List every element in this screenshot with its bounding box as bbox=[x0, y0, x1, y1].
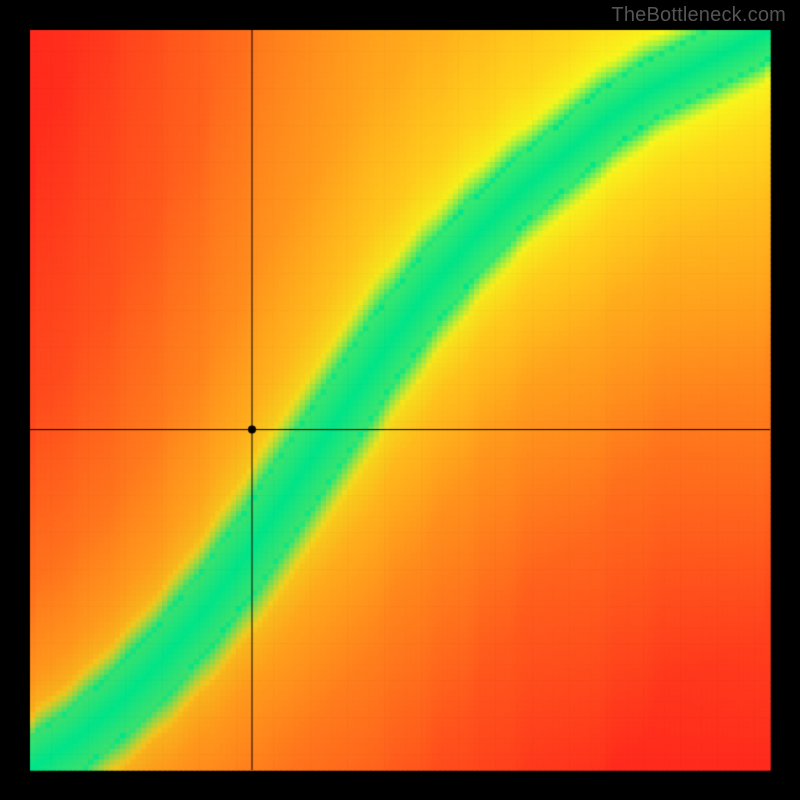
heatmap-canvas bbox=[0, 0, 800, 800]
figure-container: TheBottleneck.com bbox=[0, 0, 800, 800]
attribution-watermark: TheBottleneck.com bbox=[611, 4, 786, 27]
